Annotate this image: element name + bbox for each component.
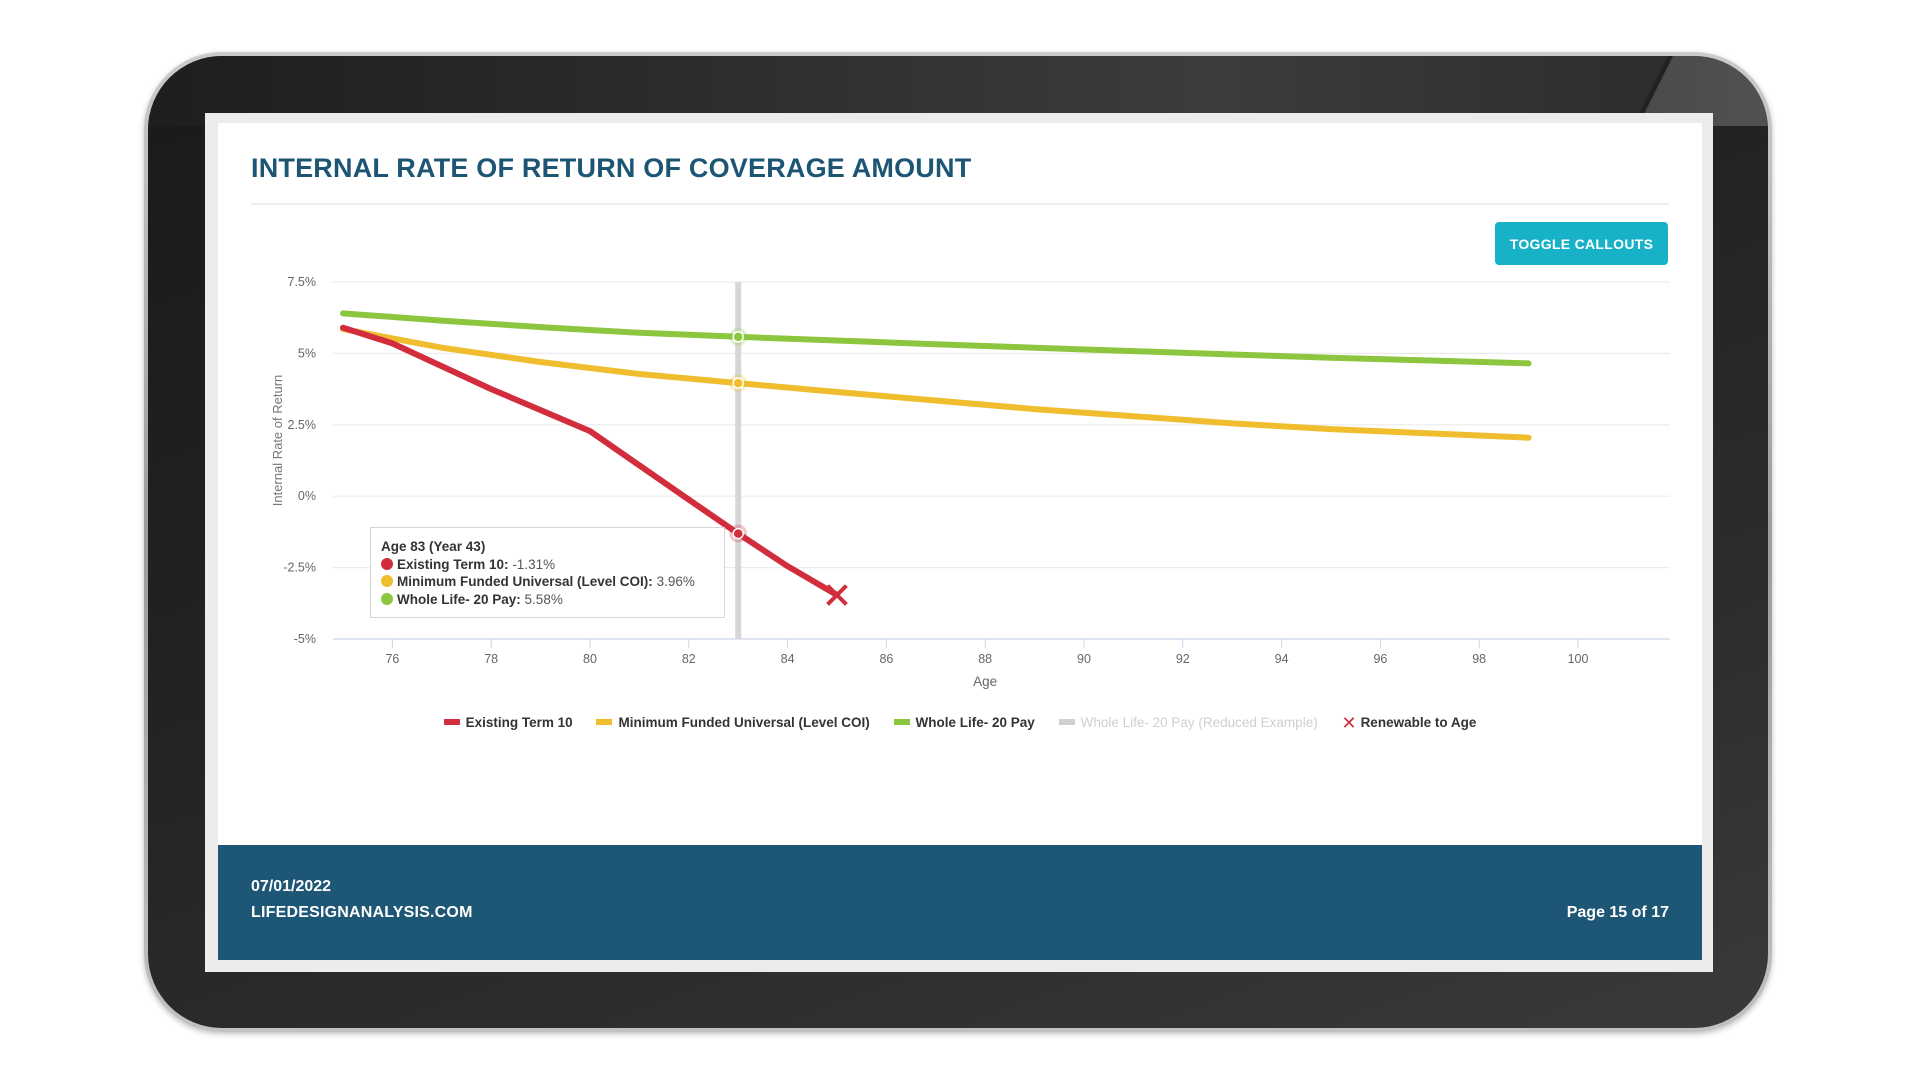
x-tick-label: 88 — [978, 652, 992, 666]
red-line-swatch-icon — [443, 719, 460, 725]
yellow-dot-icon — [381, 575, 393, 587]
chart-tooltip: Age 83 (Year 43) Existing Term 10: -1.31… — [370, 527, 725, 618]
title-divider — [251, 203, 1669, 205]
x-tick-label: 94 — [1275, 652, 1289, 666]
x-tick-label: 76 — [385, 652, 399, 666]
x-tick-label: 78 — [484, 652, 498, 666]
footer-website: LIFEDESIGNANALYSIS.COM — [251, 904, 473, 921]
x-tick-label: 96 — [1373, 652, 1387, 666]
legend-item-whole-life[interactable]: Whole Life- 20 Pay — [893, 715, 1035, 730]
page-title: INTERNAL RATE OF RETURN OF COVERAGE AMOU… — [251, 153, 972, 183]
legend-item-whole-life-reduced[interactable]: Whole Life- 20 Pay (Reduced Example) — [1058, 715, 1318, 730]
hover-point[interactable] — [732, 377, 744, 389]
tablet-screen: INTERNAL RATE OF RETURN OF COVERAGE AMOU… — [205, 113, 1713, 972]
irr-line-chart[interactable]: -5% -2.5% 0% 2.5% 5% 7.5% Internal Rate of Ret… — [218, 123, 1702, 723]
x-tick-label: 84 — [781, 652, 795, 666]
x-tick-label: 82 — [682, 652, 696, 666]
legend-item-renewable[interactable]: ✕ Renewable to Age — [1341, 713, 1477, 733]
x-marker-icon: ✕ — [1341, 713, 1357, 733]
x-tick-label: 90 — [1077, 652, 1091, 666]
footer-date: 07/01/2022 — [251, 878, 332, 895]
hover-point[interactable] — [732, 527, 744, 540]
gray-line-swatch-icon — [1058, 719, 1075, 725]
x-tick-label: 100 — [1568, 652, 1589, 666]
toggle-callouts-button[interactable]: TOGGLE CALLOUTS — [1495, 222, 1668, 265]
y-tick-label: 2.5% — [288, 418, 317, 432]
green-dot-icon — [381, 592, 393, 605]
yellow-line-swatch-icon — [596, 719, 613, 725]
y-tick-label: -2.5% — [283, 561, 316, 575]
hover-point[interactable] — [732, 331, 744, 343]
legend-item-universal[interactable]: Minimum Funded Universal (Level COI) — [596, 715, 870, 730]
renewable-x-marker-icon[interactable] — [826, 584, 848, 606]
page-footer: 07/01/2022 LIFEDESIGNANALYSIS.COM Page 1… — [218, 845, 1702, 960]
y-axis-title: Internal Rate of Return — [270, 375, 285, 507]
green-line-swatch-icon — [893, 719, 910, 725]
series-line[interactable] — [340, 310, 1532, 367]
tooltip-row-existing-term: Existing Term 10: -1.31% — [381, 556, 714, 574]
y-tick-label: 7.5% — [288, 275, 317, 289]
y-tick-label: -5% — [294, 632, 316, 646]
x-tick-label: 80 — [583, 652, 597, 666]
legend-item-existing-term[interactable]: Existing Term 10 — [443, 715, 573, 730]
x-tick-label: 92 — [1176, 652, 1190, 666]
page-indicator: Page 15 of 17 — [1566, 904, 1669, 921]
y-tick-label: 0% — [298, 489, 316, 503]
x-axis-title: Age — [973, 674, 997, 689]
tooltip-header: Age 83 (Year 43) — [381, 539, 486, 554]
series-line[interactable] — [340, 324, 840, 598]
series-line[interactable] — [340, 326, 1532, 441]
red-dot-icon — [381, 557, 393, 570]
report-page: INTERNAL RATE OF RETURN OF COVERAGE AMOU… — [218, 123, 1702, 960]
chart-legend: Existing Term 10 Minimum Funded Universa… — [218, 713, 1702, 734]
x-tick-label: 98 — [1472, 652, 1486, 666]
x-tick-label: 86 — [879, 652, 893, 666]
tooltip-row-whole-life: Whole Life- 20 Pay: 5.58% — [381, 591, 714, 609]
tooltip-row-universal: Minimum Funded Universal (Level COI): 3.… — [381, 573, 714, 591]
y-tick-label: 5% — [298, 346, 316, 360]
